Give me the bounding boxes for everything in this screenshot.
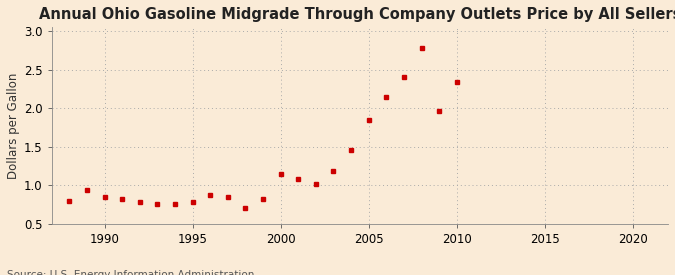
Title: Annual Ohio Gasoline Midgrade Through Company Outlets Price by All Sellers: Annual Ohio Gasoline Midgrade Through Co… (38, 7, 675, 22)
Y-axis label: Dollars per Gallon: Dollars per Gallon (7, 73, 20, 179)
Text: Source: U.S. Energy Information Administration: Source: U.S. Energy Information Administ… (7, 271, 254, 275)
